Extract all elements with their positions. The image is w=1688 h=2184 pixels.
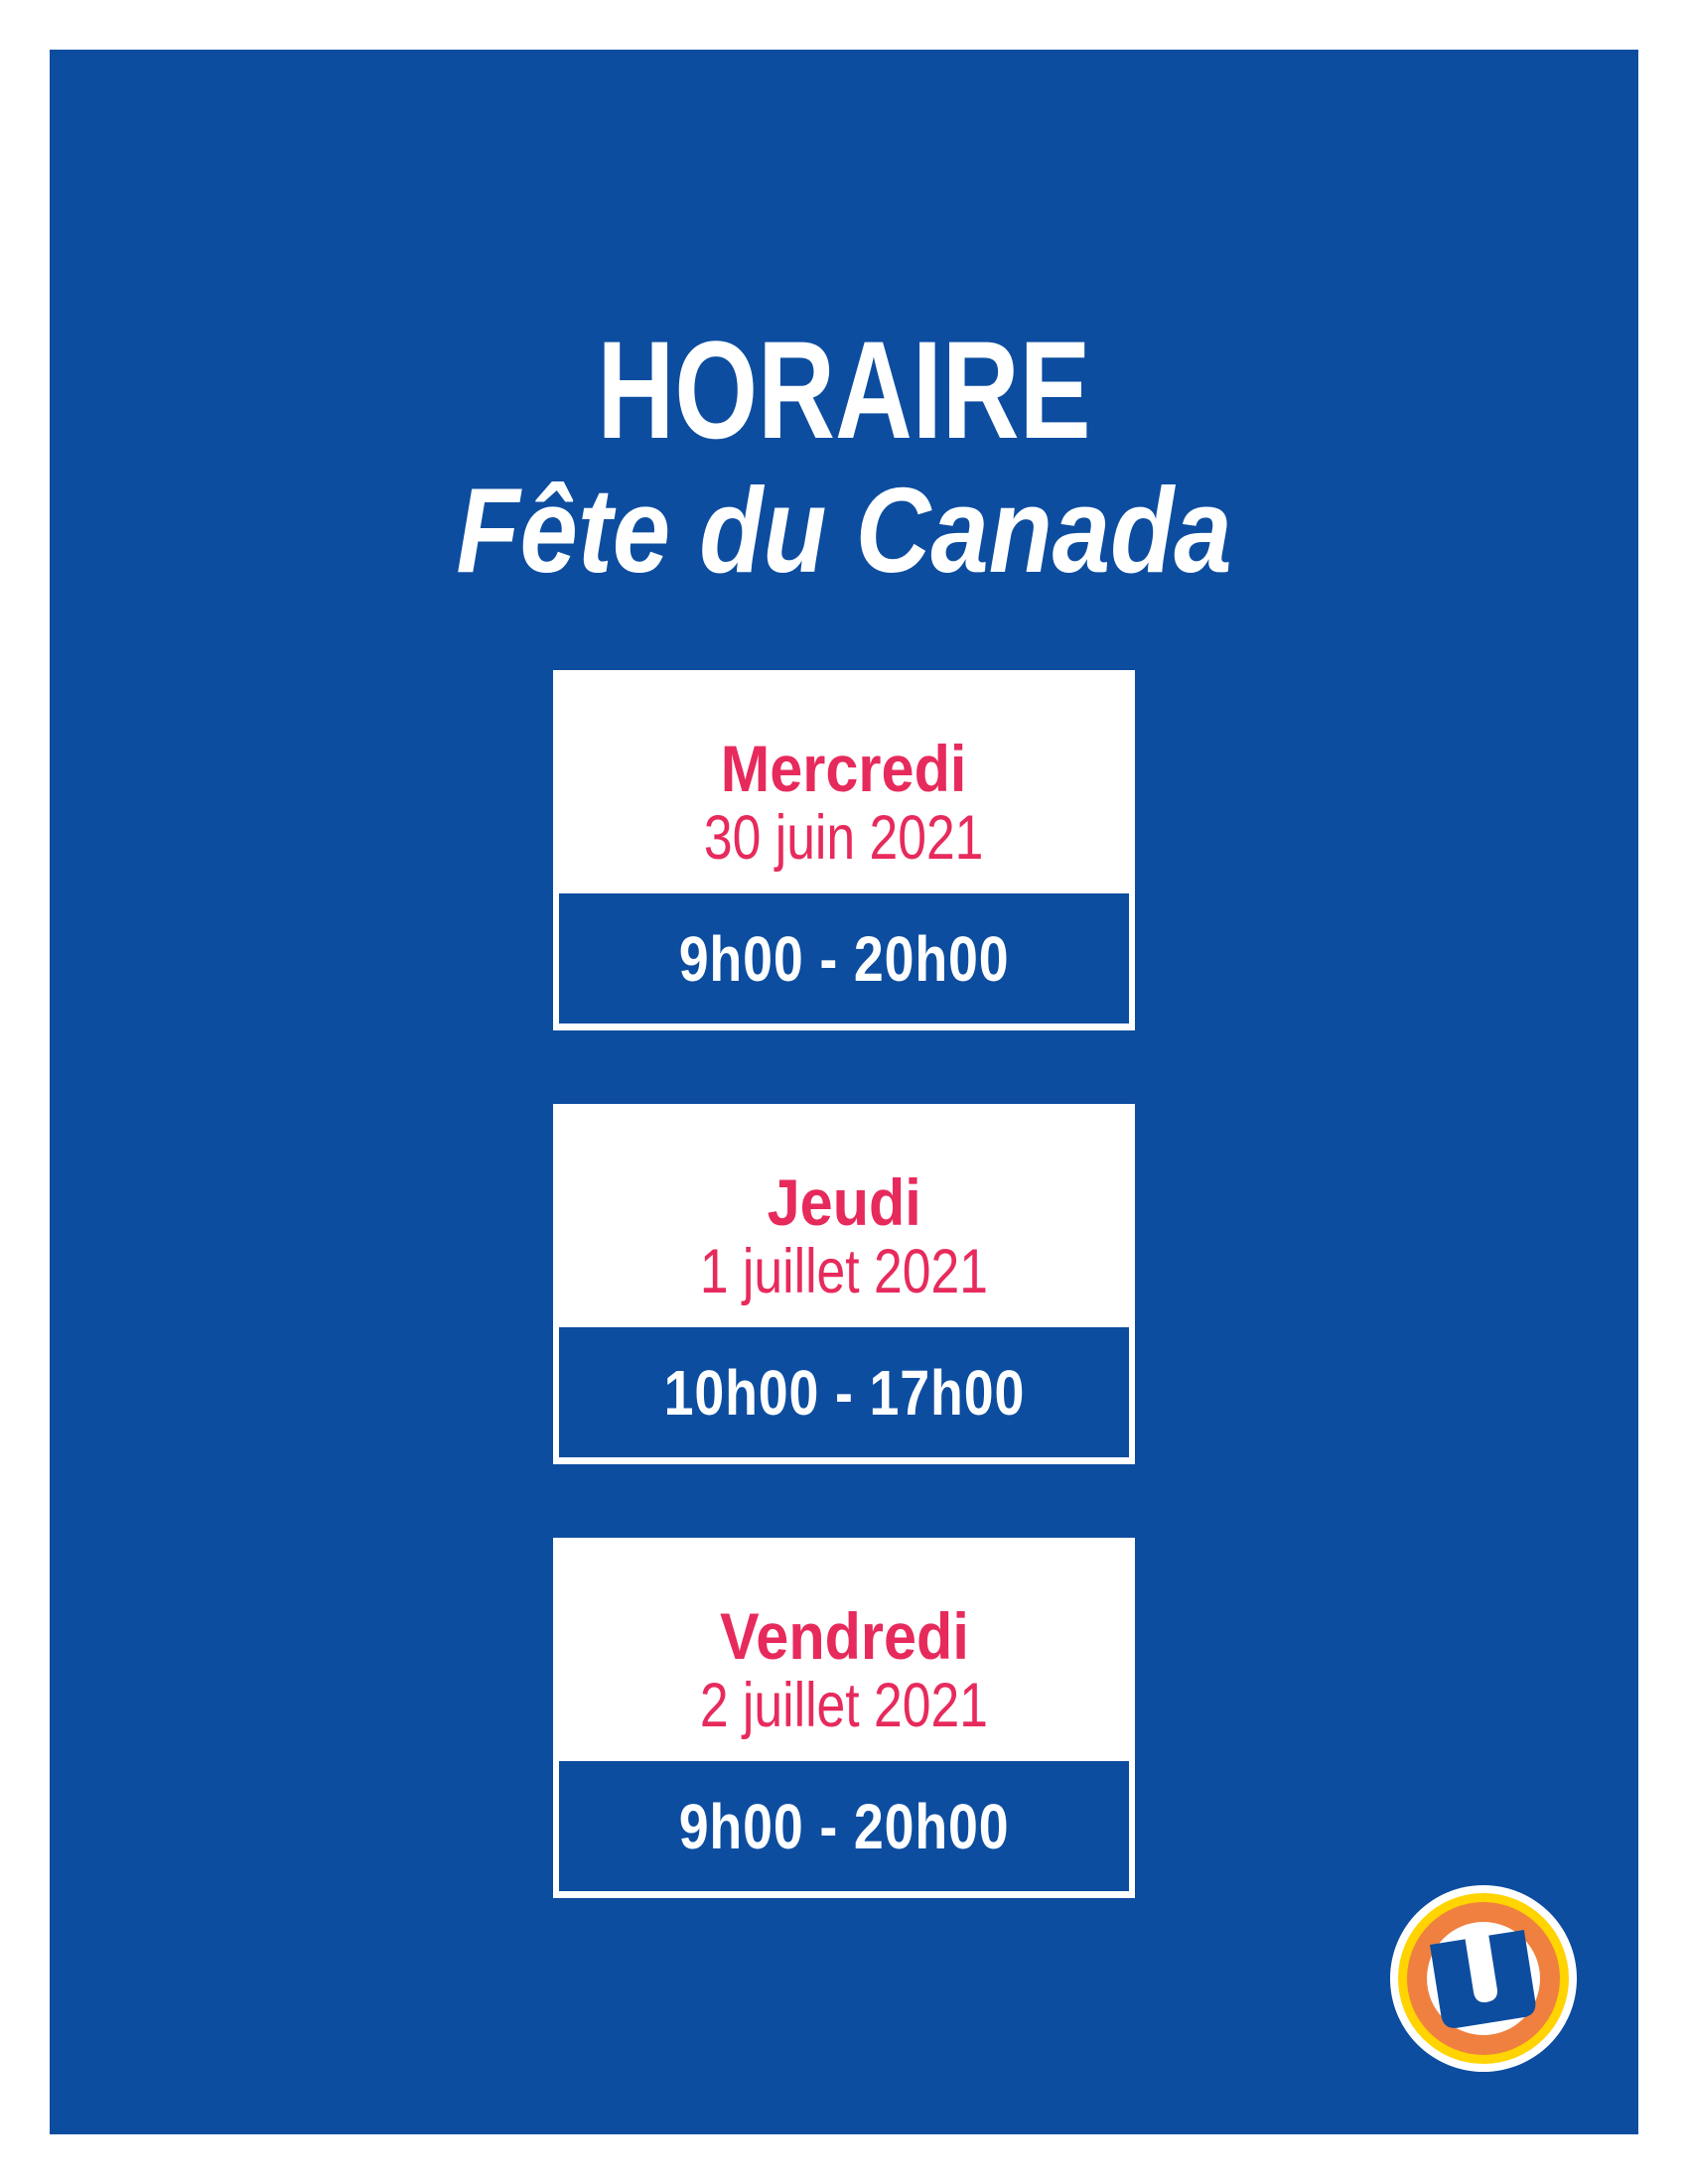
blue-panel: HORAIRE Fête du Canada Mercredi 30 juin … — [50, 50, 1638, 2134]
day-label: Mercredi — [721, 732, 967, 805]
page-subtitle: Fête du Canada — [456, 463, 1232, 598]
schedule-card-mercredi: Mercredi 30 juin 2021 9h00 - 20h00 — [553, 670, 1135, 1030]
hours-label: 9h00 - 20h00 — [678, 922, 1010, 995]
day-label: Vendredi — [719, 1599, 969, 1673]
hours-bar: 10h00 - 17h00 — [559, 1327, 1129, 1457]
hours-label: 9h00 - 20h00 — [678, 1790, 1010, 1862]
page-title: HORAIRE — [597, 312, 1091, 468]
date-label: 30 juin 2021 — [704, 803, 984, 873]
schedule-card-jeudi: Jeudi 1 juillet 2021 10h00 - 17h00 — [553, 1104, 1135, 1464]
hours-bar: 9h00 - 20h00 — [559, 893, 1129, 1024]
schedule-card-vendredi: Vendredi 2 juillet 2021 9h00 - 20h00 — [553, 1538, 1135, 1898]
date-label: 1 juillet 2021 — [699, 1237, 989, 1306]
date-label: 2 juillet 2021 — [699, 1671, 989, 1740]
hours-bar: 9h00 - 20h00 — [559, 1761, 1129, 1891]
hours-label: 10h00 - 17h00 — [663, 1356, 1025, 1429]
day-label: Jeudi — [767, 1165, 921, 1239]
logo-u-icon — [1430, 1930, 1536, 2028]
u-circle-logo-icon — [1390, 1885, 1577, 2072]
brand-logo — [1390, 1885, 1577, 2072]
